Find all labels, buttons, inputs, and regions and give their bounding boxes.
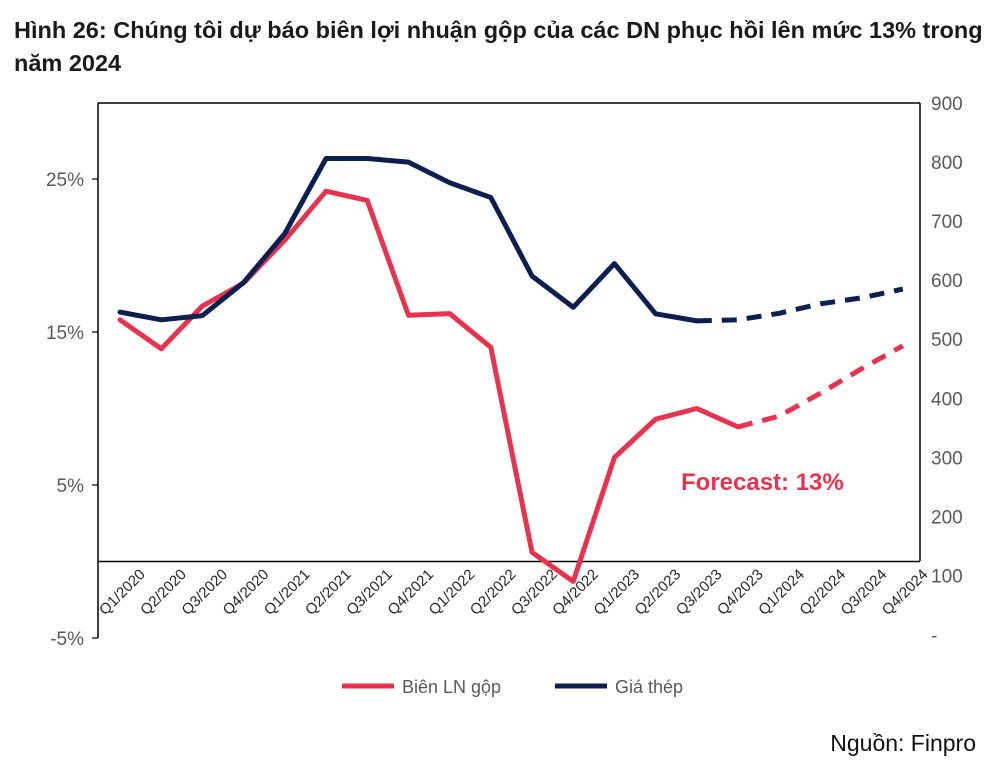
right-tick-label: 900 [931, 94, 963, 115]
right-tick-label: 100 [931, 566, 963, 587]
figure-title: Hình 26: Chúng tôi dự báo biên lợi nhuận… [14, 17, 983, 76]
line-chart: 25% 15% 5% -5% 900 800 700 600 500 400 300 200 100 -… [46, 94, 963, 697]
left-tick-label: -5% [50, 629, 84, 650]
x-axis-ticks: Q1/2020Q2/2020Q3/2020Q4/2020Q1/2021Q2/20… [96, 566, 932, 619]
series-line-forecast [696, 286, 904, 324]
legend: Biên LN gộp Giá thép [342, 677, 683, 697]
right-axis-ticks: 900 800 700 600 500 400 300 200 100 - [931, 94, 963, 647]
series-line-actual [117, 188, 741, 584]
right-tick-label: 200 [931, 507, 963, 528]
right-tick-label: 700 [931, 212, 963, 233]
right-tick-label: - [931, 626, 937, 647]
source-note: Nguồn: Finpro [830, 730, 976, 756]
right-tick-label: 300 [931, 448, 963, 469]
left-tick-label: 15% [46, 323, 84, 344]
right-tick-label: 600 [931, 271, 963, 292]
series-gross-margin [117, 188, 905, 584]
legend-label: Giá thép [615, 677, 683, 697]
series-layer [117, 156, 905, 584]
legend-label: Biên LN gộp [402, 677, 501, 697]
right-tick-label: 800 [931, 153, 963, 174]
series-line-forecast [737, 343, 905, 430]
series-steel-price [117, 156, 904, 324]
right-tick-label: 400 [931, 389, 963, 410]
left-tick-label: 5% [57, 476, 85, 497]
forecast-annotation: Forecast: 13% [681, 469, 844, 496]
left-axis-ticks: 25% 15% 5% -5% [46, 170, 98, 650]
x-tick-label: Q4/2024 [879, 566, 932, 619]
series-line-actual [117, 156, 700, 324]
right-tick-label: 500 [931, 330, 963, 351]
plot-area [97, 102, 921, 638]
left-tick-label: 25% [46, 170, 84, 191]
